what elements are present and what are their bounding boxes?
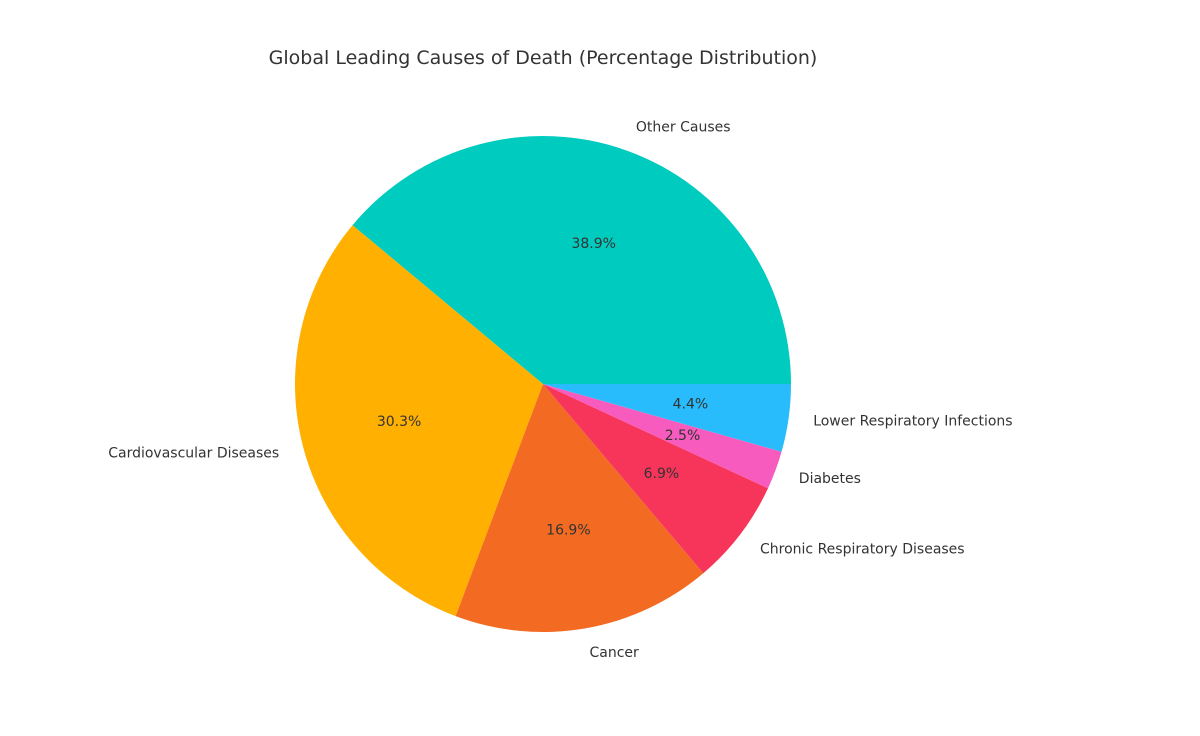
- pie-slices: [295, 136, 791, 632]
- pct-label-lower-respiratory-infections: 4.4%: [673, 397, 709, 413]
- pct-label-chronic-respiratory-diseases: 6.9%: [644, 466, 680, 482]
- chart-title: Global Leading Causes of Death (Percenta…: [269, 47, 818, 69]
- pct-label-cancer: 16.9%: [546, 523, 590, 539]
- slice-label-other-causes: Other Causes: [636, 120, 731, 136]
- slice-label-cardiovascular-diseases: Cardiovascular Diseases: [108, 446, 279, 462]
- slice-label-lower-respiratory-infections: Lower Respiratory Infections: [813, 414, 1012, 430]
- slice-label-chronic-respiratory-diseases: Chronic Respiratory Diseases: [760, 541, 965, 557]
- slice-label-diabetes: Diabetes: [799, 471, 861, 487]
- pct-label-other-causes: 38.9%: [571, 236, 615, 252]
- pct-label-diabetes: 2.5%: [665, 428, 701, 444]
- pct-label-cardiovascular-diseases: 30.3%: [377, 414, 421, 430]
- slice-label-cancer: Cancer: [590, 645, 640, 661]
